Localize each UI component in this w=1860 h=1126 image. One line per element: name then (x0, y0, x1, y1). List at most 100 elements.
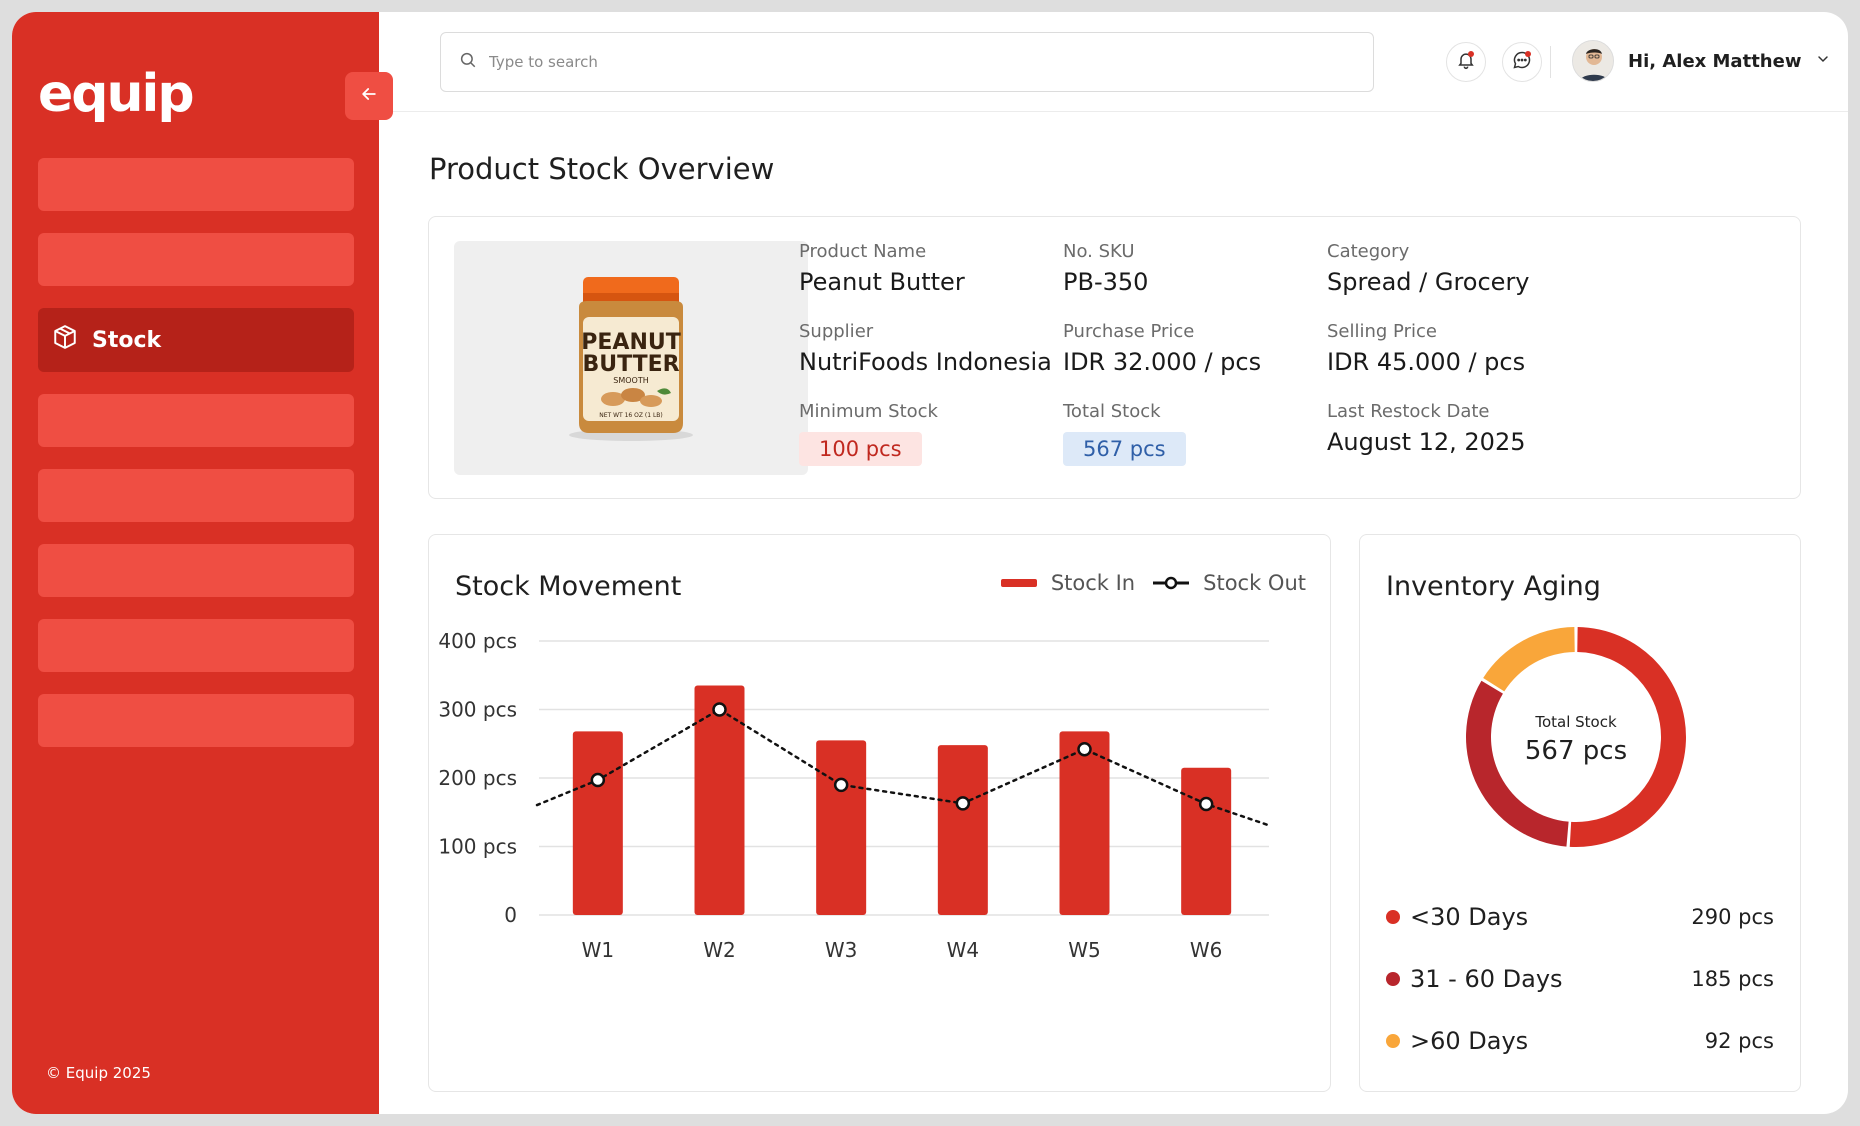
legend-item-stock-in[interactable]: Stock In (1000, 571, 1136, 595)
sidebar-item[interactable] (38, 469, 354, 522)
donut-slice (1483, 627, 1575, 692)
y-tick-label: 100 pcs (438, 835, 517, 859)
point-stock-out (833, 777, 849, 793)
aging-bucket-count: 92 pcs (1704, 1029, 1774, 1053)
sidebar-item[interactable] (38, 158, 354, 211)
legend-item-stock-out[interactable]: Stock Out (1153, 571, 1306, 595)
x-tick-label: W3 (825, 938, 858, 962)
bar-stock-in (572, 731, 623, 915)
sidebar-item[interactable] (38, 394, 354, 447)
purchase-price-field: Purchase Price IDR 32.000 / pcs (1063, 321, 1261, 376)
copyright: © Equip 2025 (46, 1064, 151, 1082)
product-name-field: Product Name Peanut Butter (799, 241, 965, 296)
field-label: Product Name (799, 241, 927, 262)
sidebar-nav: Stock (38, 158, 354, 769)
user-greeting: Hi, Alex Matthew (1628, 50, 1802, 72)
total-stock-field: Total Stock 567 pcs (1063, 401, 1186, 466)
legend-label: Stock Out (1203, 571, 1306, 595)
card-title: Inventory Aging (1386, 571, 1601, 602)
point-stock-out (955, 796, 971, 811)
minimum-stock-field: Minimum Stock 100 pcs (799, 401, 938, 466)
legend-dot (1386, 910, 1400, 924)
field-label: Minimum Stock (799, 401, 938, 422)
legend-dot (1386, 972, 1400, 986)
donut-center-label: Total Stock (1534, 713, 1617, 731)
x-tick-label: W6 (1190, 938, 1223, 962)
chart-legend: Stock In Stock Out (1000, 571, 1306, 595)
donut-slice (1569, 627, 1687, 847)
y-tick-label: 300 pcs (438, 698, 517, 722)
selling-price-field: Selling Price IDR 45.000 / pcs (1327, 321, 1525, 376)
sidebar-item[interactable] (38, 619, 354, 672)
search-input[interactable] (489, 53, 1369, 71)
selling-price-value: IDR 45.000 / pcs (1327, 348, 1526, 376)
inventory-aging-card: Inventory Aging Total Stock 567 pcs <30 D… (1359, 534, 1801, 1092)
legend-label: Stock In (1050, 571, 1136, 595)
supplier-field: Supplier NutriFoods Indonesia (799, 321, 1052, 376)
bar-stock-in (1059, 731, 1110, 915)
minimum-stock-badge: 100 pcs (799, 432, 922, 466)
aging-legend-row: 31 - 60 Days 185 pcs (1386, 965, 1774, 993)
chevron-down-icon (1815, 51, 1831, 71)
aging-bucket-label: <30 Days (1410, 903, 1529, 931)
bar-stock-in (694, 685, 745, 915)
field-label: No. SKU (1063, 241, 1135, 262)
product-image: PEANUT BUTTER SMOOTH NET WT 16 OZ (1 LB) (454, 241, 808, 475)
legend-dot (1386, 1034, 1400, 1048)
top-header: Hi, Alex Matthew (379, 12, 1848, 112)
avatar (1572, 40, 1614, 82)
messages-button[interactable] (1502, 42, 1542, 82)
notification-button[interactable] (1446, 42, 1486, 82)
donut-slice (1466, 680, 1569, 847)
legend-swatch-line (1153, 571, 1190, 595)
arrow-left-icon (359, 84, 379, 108)
sidebar-item[interactable] (38, 233, 354, 286)
product-name: Peanut Butter (799, 268, 965, 296)
app-window: equip Stock © Equip 2025 (12, 12, 1848, 1114)
legend-swatch-bar (1000, 579, 1037, 587)
sidebar-item-label: Stock (92, 327, 162, 353)
jar-label-line: NET WT 16 OZ (1 LB) (599, 412, 663, 419)
aging-bucket-label: 31 - 60 Days (1410, 965, 1563, 993)
notification-dot (1468, 51, 1474, 57)
user-menu[interactable]: Hi, Alex Matthew (1572, 40, 1831, 82)
field-label: Total Stock (1063, 401, 1161, 422)
collapse-sidebar-button[interactable] (345, 72, 393, 120)
category-field: Category Spread / Grocery (1327, 241, 1530, 296)
y-tick-label: 400 pcs (438, 629, 517, 653)
sidebar-item[interactable] (38, 544, 354, 597)
sidebar-item[interactable] (38, 694, 354, 747)
stock-movement-card: Stock Movement Stock In Stock Out 400 pc… (428, 534, 1331, 1092)
point-stock-out (1198, 796, 1214, 812)
stock-movement-chart: 400 pcs 300 pcs 200 pcs 100 pcs 0 W1 W2 W3 W4 W5 W… (438, 629, 1273, 962)
box-icon (52, 324, 78, 356)
field-label: Last Restock Date (1327, 401, 1490, 422)
x-tick-label: W1 (582, 938, 615, 962)
field-label: Category (1327, 241, 1410, 262)
bar-stock-in (937, 745, 988, 915)
point-stock-out (1077, 741, 1092, 757)
donut-center-value: 567 pcs (1525, 736, 1627, 766)
y-tick-label: 0 (504, 903, 517, 927)
aging-bucket-count: 290 pcs (1691, 905, 1774, 929)
search-bar[interactable] (440, 32, 1374, 92)
supplier-value: NutriFoods Indonesia (799, 348, 1052, 376)
card-title: Stock Movement (455, 571, 682, 602)
page-title: Product Stock Overview (429, 152, 775, 186)
jar-label-line: BUTTER (582, 352, 679, 377)
x-tick-label: W2 (703, 938, 736, 962)
jar-label-line: PEANUT (581, 330, 680, 355)
category-value: Spread / Grocery (1327, 268, 1530, 296)
app-logo[interactable]: equip (38, 64, 195, 124)
line-stock-out (535, 708, 1273, 828)
aging-bucket-count: 185 pcs (1691, 967, 1774, 991)
sidebar-item-stock[interactable]: Stock (38, 308, 354, 372)
purchase-price-value: IDR 32.000 / pcs (1063, 348, 1262, 376)
jar-label-line: SMOOTH (613, 376, 648, 385)
aging-legend-row: <30 Days 290 pcs (1386, 903, 1774, 931)
aging-bucket-label: >60 Days (1410, 1027, 1529, 1055)
field-label: Selling Price (1327, 321, 1437, 342)
bar-stock-in (1181, 767, 1232, 915)
y-tick-label: 200 pcs (438, 766, 517, 790)
last-restock-field: Last Restock Date August 12, 2025 (1327, 401, 1526, 456)
